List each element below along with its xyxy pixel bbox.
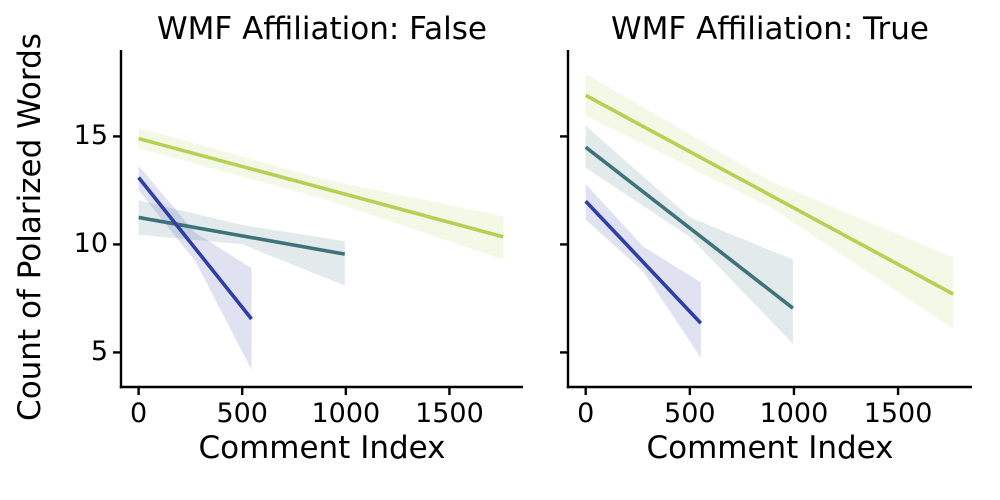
confidence-band-trend-blue (138, 165, 252, 370)
x-tick-label: 500 (216, 398, 268, 429)
x-axis-label-true: Comment Index (646, 430, 894, 466)
regression-line-trend-teal (138, 215, 346, 256)
x-tick-label: 0 (130, 398, 148, 429)
confidence-band-trend-teal (585, 125, 793, 344)
panel-false-title: WMF Affiliation: False (157, 11, 487, 47)
confidence-band-trend-teal (138, 200, 345, 286)
y-tick-label: 15 (73, 120, 108, 152)
confidence-band-trend-yellowgreen (138, 127, 504, 260)
x-tick-label: 0 (577, 398, 595, 429)
regression-line-trend-yellowgreen (138, 136, 504, 239)
x-tick-label: 500 (664, 398, 716, 429)
confidence-band-trend-blue (585, 183, 701, 358)
regression-line-trend-yellowgreen (584, 93, 955, 296)
regression-line-trend-teal (584, 145, 795, 310)
x-tick-label: 1500 (863, 398, 933, 429)
x-tick-label: 1000 (759, 398, 829, 429)
panel-true-title: WMF Affiliation: True (610, 11, 929, 47)
x-tick-label: 1500 (415, 398, 484, 429)
regression-line-trend-blue (584, 199, 703, 325)
x-axis-label-false: Comment Index (198, 430, 446, 466)
x-tick-label: 1000 (311, 398, 381, 429)
y-tick-label: 10 (73, 228, 108, 260)
confidence-band-trend-yellowgreen (585, 73, 954, 329)
regression-line-trend-blue (137, 176, 253, 321)
y-tick-label: 5 (90, 336, 108, 368)
